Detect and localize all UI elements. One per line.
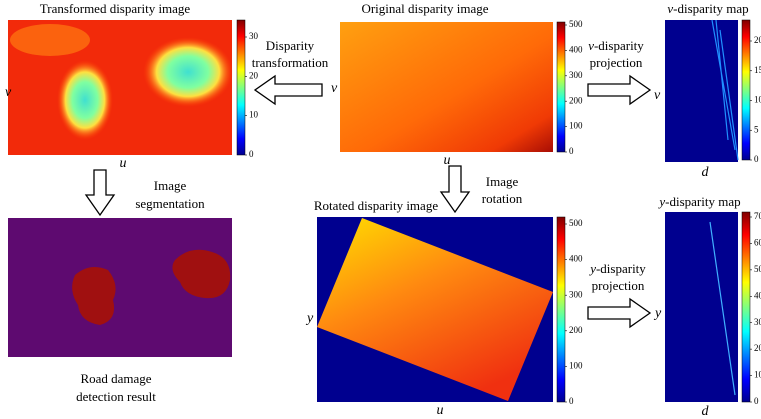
colorbar xyxy=(742,20,750,160)
arrow-label: Image xyxy=(154,178,187,193)
panel-title: Rotated disparity image xyxy=(314,198,438,213)
arrow xyxy=(588,299,650,327)
colorbar-tick-label: 50 xyxy=(754,264,761,274)
colorbar-tick-label: 200 xyxy=(569,325,583,335)
image-region xyxy=(143,37,233,107)
arrow xyxy=(588,76,650,104)
axis-label: d xyxy=(702,404,710,419)
panel-title: y-disparity map xyxy=(657,194,740,209)
colorbar-tick-label: 500 xyxy=(569,218,583,228)
colorbar-tick-label: 10 xyxy=(249,110,259,120)
arrow-label: y-disparity xyxy=(588,261,646,276)
colorbar-tick-label: 20 xyxy=(754,35,761,45)
axis-label: u xyxy=(120,156,127,171)
panel-title: v-disparity map xyxy=(667,1,748,16)
axis-label: d xyxy=(702,165,710,180)
colorbar-tick-label: 70 xyxy=(754,211,761,221)
image xyxy=(665,212,738,402)
axis-label: v xyxy=(654,88,661,103)
caption: detection result xyxy=(76,389,156,404)
title-text: -disparity map xyxy=(673,1,748,16)
axis-label: u xyxy=(437,403,444,418)
arrow-label: v-disparity xyxy=(588,38,644,53)
colorbar-tick-label: 400 xyxy=(569,254,583,264)
label-text: -disparity xyxy=(594,38,644,53)
axis-label: v xyxy=(331,81,338,96)
colorbar-tick-label: 0 xyxy=(569,396,574,406)
arrow-label: projection xyxy=(590,55,643,70)
colorbar xyxy=(237,20,245,155)
colorbar-tick-label: 100 xyxy=(569,121,583,131)
arrow xyxy=(441,166,469,212)
colorbar-tick-label: 30 xyxy=(754,317,761,327)
colorbar-tick-label: 100 xyxy=(569,360,583,370)
arrow-label: Disparity xyxy=(266,38,315,53)
colorbar-tick-label: 300 xyxy=(569,70,583,80)
arrow-label: projection xyxy=(592,278,645,293)
panel-title: Original disparity image xyxy=(361,1,488,16)
title-text: -disparity map xyxy=(665,194,740,209)
colorbar xyxy=(557,217,565,402)
colorbar-tick-label: 20 xyxy=(754,343,761,353)
colorbar-tick-label: 60 xyxy=(754,237,761,247)
colorbar-tick-label: 40 xyxy=(754,290,761,300)
image-region xyxy=(10,24,90,56)
panel-title: Transformed disparity image xyxy=(40,1,191,16)
colorbar-tick-label: 30 xyxy=(249,31,259,41)
arrow-label: segmentation xyxy=(135,196,205,211)
image xyxy=(665,20,738,162)
arrow-label: Image xyxy=(486,174,519,189)
arrow-label: rotation xyxy=(482,191,523,206)
axis-label: y xyxy=(653,306,662,321)
image xyxy=(340,22,553,152)
colorbar-tick-label: 0 xyxy=(569,146,574,156)
colorbar-tick-label: 500 xyxy=(569,19,583,29)
colorbar-tick-label: 15 xyxy=(754,65,761,75)
figure: Transformed disparity image v u Original… xyxy=(0,0,761,419)
axis-label: y xyxy=(305,311,314,326)
image-region xyxy=(57,60,113,140)
arrow xyxy=(86,170,114,215)
colorbar xyxy=(742,212,750,402)
colorbar-tick-label: 10 xyxy=(754,370,761,380)
colorbar-tick-label: 20 xyxy=(249,70,259,80)
colorbar-tick-label: 300 xyxy=(569,289,583,299)
axis-label: v xyxy=(5,85,12,100)
colorbar-tick-label: 400 xyxy=(569,44,583,54)
arrow xyxy=(255,76,322,104)
colorbar-tick-label: 0 xyxy=(754,154,759,164)
colorbar xyxy=(557,22,565,152)
colorbar-tick-label: 0 xyxy=(754,396,759,406)
colorbar-tick-label: 0 xyxy=(249,149,254,159)
colorbar-tick-label: 5 xyxy=(754,124,759,134)
colorbar-tick-label: 10 xyxy=(754,95,761,105)
colorbar-tick-label: 200 xyxy=(569,95,583,105)
caption: Road damage xyxy=(80,371,151,386)
label-text: -disparity xyxy=(596,261,646,276)
arrow-label: transformation xyxy=(252,55,329,70)
